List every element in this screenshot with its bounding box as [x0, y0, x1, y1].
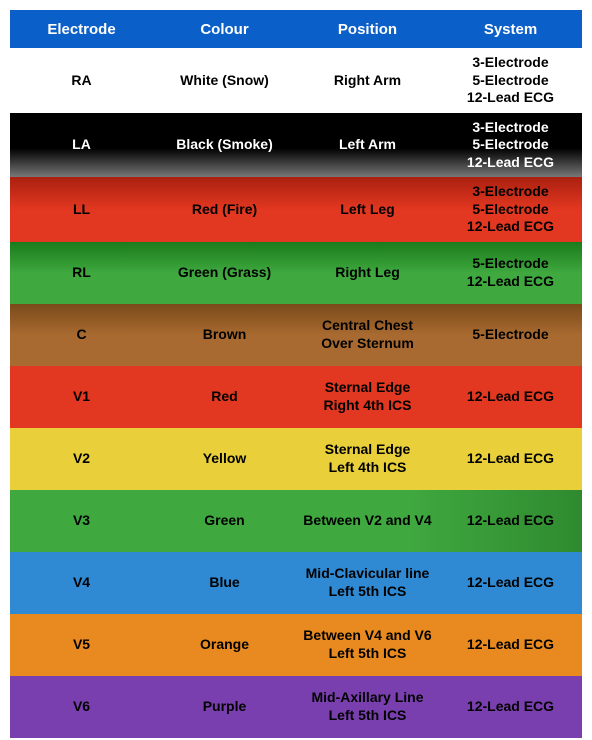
system-cell: 12-Lead ECG: [439, 428, 582, 490]
system-cell: 12-Lead ECG: [439, 614, 582, 676]
electrode-table: ElectrodeColourPositionSystem RAWhite (S…: [10, 10, 582, 738]
electrode-cell: RL: [10, 242, 153, 304]
electrode-cell: V1: [10, 366, 153, 428]
system-cell: 12-Lead ECG: [439, 490, 582, 552]
system-cell: 5-Electrode 12-Lead ECG: [439, 242, 582, 304]
system-cell: 5-Electrode: [439, 304, 582, 366]
position-cell: Mid-Clavicular line Left 5th ICS: [296, 552, 439, 614]
table-header-row: ElectrodeColourPositionSystem: [10, 10, 582, 48]
colour-cell: Orange: [153, 614, 296, 676]
table-row: RLGreen (Grass)Right Leg5-Electrode 12-L…: [10, 242, 582, 304]
electrode-cell: V4: [10, 552, 153, 614]
header-cell-position: Position: [296, 10, 439, 48]
position-cell: Right Arm: [296, 48, 439, 113]
colour-cell: Black (Smoke): [153, 113, 296, 178]
position-cell: Central Chest Over Sternum: [296, 304, 439, 366]
table-row: CBrownCentral Chest Over Sternum5-Electr…: [10, 304, 582, 366]
table-row: V5OrangeBetween V4 and V6 Left 5th ICS12…: [10, 614, 582, 676]
header-cell-colour: Colour: [153, 10, 296, 48]
electrode-cell: V3: [10, 490, 153, 552]
system-cell: 12-Lead ECG: [439, 552, 582, 614]
position-cell: Between V2 and V4: [296, 490, 439, 552]
position-cell: Mid-Axillary Line Left 5th ICS: [296, 676, 439, 738]
colour-cell: White (Snow): [153, 48, 296, 113]
system-cell: 3-Electrode 5-Electrode 12-Lead ECG: [439, 113, 582, 178]
system-cell: 12-Lead ECG: [439, 366, 582, 428]
system-cell: 3-Electrode 5-Electrode 12-Lead ECG: [439, 177, 582, 242]
electrode-cell: V5: [10, 614, 153, 676]
header-cell-electrode: Electrode: [10, 10, 153, 48]
table-row: LLRed (Fire)Left Leg3-Electrode 5-Electr…: [10, 177, 582, 242]
system-cell: 12-Lead ECG: [439, 676, 582, 738]
electrode-cell: V6: [10, 676, 153, 738]
electrode-cell: V2: [10, 428, 153, 490]
colour-cell: Yellow: [153, 428, 296, 490]
position-cell: Left Leg: [296, 177, 439, 242]
electrode-cell: C: [10, 304, 153, 366]
position-cell: Left Arm: [296, 113, 439, 178]
colour-cell: Red (Fire): [153, 177, 296, 242]
electrode-cell: LA: [10, 113, 153, 178]
header-cell-system: System: [439, 10, 582, 48]
colour-cell: Red: [153, 366, 296, 428]
table-row: V2YellowSternal Edge Left 4th ICS12-Lead…: [10, 428, 582, 490]
system-cell: 3-Electrode 5-Electrode 12-Lead ECG: [439, 48, 582, 113]
table-body: RAWhite (Snow)Right Arm3-Electrode 5-Ele…: [10, 48, 582, 738]
table-row: LABlack (Smoke)Left Arm3-Electrode 5-Ele…: [10, 113, 582, 178]
position-cell: Between V4 and V6 Left 5th ICS: [296, 614, 439, 676]
position-cell: Sternal Edge Right 4th ICS: [296, 366, 439, 428]
colour-cell: Green: [153, 490, 296, 552]
electrode-cell: RA: [10, 48, 153, 113]
table-row: RAWhite (Snow)Right Arm3-Electrode 5-Ele…: [10, 48, 582, 113]
colour-cell: Blue: [153, 552, 296, 614]
table-row: V6PurpleMid-Axillary Line Left 5th ICS12…: [10, 676, 582, 738]
table-row: V1RedSternal Edge Right 4th ICS12-Lead E…: [10, 366, 582, 428]
colour-cell: Green (Grass): [153, 242, 296, 304]
position-cell: Right Leg: [296, 242, 439, 304]
colour-cell: Brown: [153, 304, 296, 366]
table-row: V4BlueMid-Clavicular line Left 5th ICS12…: [10, 552, 582, 614]
electrode-cell: LL: [10, 177, 153, 242]
colour-cell: Purple: [153, 676, 296, 738]
table-row: V3GreenBetween V2 and V412-Lead ECG: [10, 490, 582, 552]
position-cell: Sternal Edge Left 4th ICS: [296, 428, 439, 490]
